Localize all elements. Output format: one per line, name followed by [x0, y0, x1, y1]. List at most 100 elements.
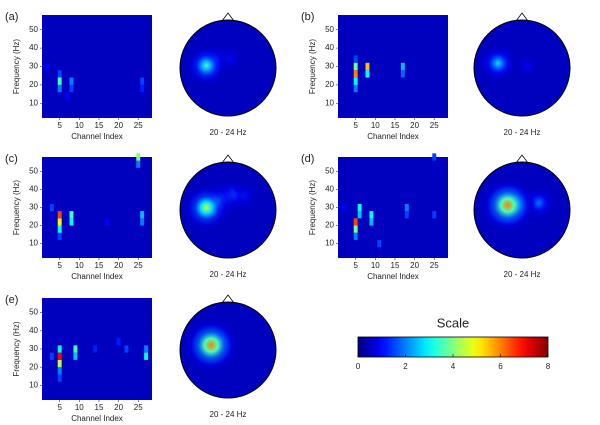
y-tick-label: 50 [29, 167, 38, 176]
y-tick-label: 40 [325, 185, 334, 194]
heatmap-cell [57, 70, 62, 78]
y-axis-label: Frequency (Hz) [308, 39, 317, 94]
head-outline [473, 19, 571, 117]
nose [515, 12, 529, 22]
y-axis-label: Frequency (Hz) [12, 180, 21, 235]
heatmap-cell [49, 203, 54, 212]
x-tick-label: 20 [114, 261, 123, 270]
heatmap-cell [353, 62, 358, 71]
x-tick-label: 25 [134, 121, 143, 130]
y-tick-label: 20 [325, 80, 334, 89]
heatmap-cell [353, 55, 358, 63]
topo-map [180, 302, 276, 398]
y-tick-label: 50 [325, 25, 334, 34]
panel-label: (c) [5, 153, 18, 165]
y-tick-label: 20 [325, 221, 334, 230]
nose [221, 294, 235, 304]
head-outline [179, 19, 277, 117]
panel-label: (e) [5, 294, 18, 306]
heatmap-cell [69, 211, 74, 219]
heatmap-background [338, 157, 448, 258]
heatmap-cell [124, 345, 129, 353]
x-tick-label: 20 [410, 261, 419, 270]
heatmap-cell [353, 232, 358, 240]
y-tick-label: 50 [325, 167, 334, 176]
topo-source [480, 178, 535, 233]
topo-label: 20 - 24 Hz [504, 128, 541, 137]
heatmap-cell [140, 84, 145, 93]
nose [515, 154, 529, 164]
y-axis-label: Frequency (Hz) [308, 180, 317, 235]
heatmap-cell [57, 211, 62, 219]
x-axis-label: Channel Index [71, 272, 123, 281]
heatmap-cell [144, 352, 149, 360]
x-tick-label: 25 [430, 261, 439, 270]
topo-label: 20 - 24 Hz [210, 128, 247, 137]
heatmap-cell [69, 84, 74, 93]
x-tick-label: 20 [114, 403, 123, 412]
x-tick-label: 5 [353, 261, 358, 270]
heatmap-cell [377, 239, 382, 248]
heatmap-background [42, 157, 152, 258]
x-tick-label: 20 [114, 121, 123, 130]
x-axis-label: Channel Index [71, 132, 123, 141]
heatmap-cell [57, 345, 62, 353]
heatmap-cell [357, 211, 362, 219]
x-tick-label: 5 [57, 121, 62, 130]
x-tick-label: 15 [391, 261, 400, 270]
topo-label: 20 - 24 Hz [210, 270, 247, 279]
x-tick-label: 5 [57, 403, 62, 412]
colorbar-title: Scale [437, 315, 470, 330]
x-tick-label: 25 [134, 261, 143, 270]
heatmap-cell [57, 218, 62, 226]
heatmap-cell [140, 211, 145, 219]
y-tick-label: 30 [29, 344, 38, 353]
panel-label: (a) [5, 11, 18, 23]
heatmap-cell [365, 62, 370, 71]
heatmap-cell [404, 211, 409, 219]
heatmap-cell [140, 77, 145, 85]
y-tick-label: 30 [325, 203, 334, 212]
heatmap-cell [45, 62, 50, 71]
y-tick-label: 10 [325, 98, 334, 107]
heatmap-cell [65, 92, 70, 100]
heatmap-cell [57, 374, 62, 382]
heatmap-cell [353, 84, 358, 93]
heatmap-cell [144, 345, 149, 353]
topo-map [474, 162, 570, 258]
heatmap-cell [365, 70, 370, 78]
topo-map [474, 20, 570, 116]
x-tick-label: 15 [391, 121, 400, 130]
y-tick-label: 50 [29, 25, 38, 34]
x-axis-label: Channel Index [71, 414, 123, 423]
y-tick-label: 40 [29, 43, 38, 52]
heatmap-cell [69, 218, 74, 226]
y-tick-label: 30 [29, 62, 38, 71]
heatmap-background [42, 15, 152, 118]
y-axis-label: Frequency (Hz) [12, 39, 21, 94]
heatmap-cell [57, 367, 62, 375]
heatmap-cell [432, 153, 437, 161]
heatmap-cell [404, 203, 409, 212]
colorbar-tick-label: 8 [546, 362, 551, 371]
panel-label: (d) [301, 153, 314, 165]
x-tick-label: 15 [95, 261, 104, 270]
x-tick-label: 5 [57, 261, 62, 270]
x-tick-label: 10 [75, 403, 84, 412]
heatmap-cell [116, 338, 121, 346]
x-tick-label: 10 [371, 121, 380, 130]
y-tick-label: 20 [29, 221, 38, 230]
heatmap-cell [136, 160, 141, 168]
x-tick-label: 10 [75, 261, 84, 270]
topo-map [180, 162, 276, 258]
head-outline [179, 161, 277, 259]
heatmap-cell [57, 359, 62, 368]
heatmap-cell [57, 232, 62, 240]
heatmap-cell [353, 225, 358, 233]
heatmap-cell [353, 70, 358, 78]
colorbar-tick-label: 2 [403, 362, 408, 371]
topo-map [180, 20, 276, 116]
head-outline [473, 161, 571, 259]
y-tick-label: 20 [29, 362, 38, 371]
x-tick-label: 10 [371, 261, 380, 270]
